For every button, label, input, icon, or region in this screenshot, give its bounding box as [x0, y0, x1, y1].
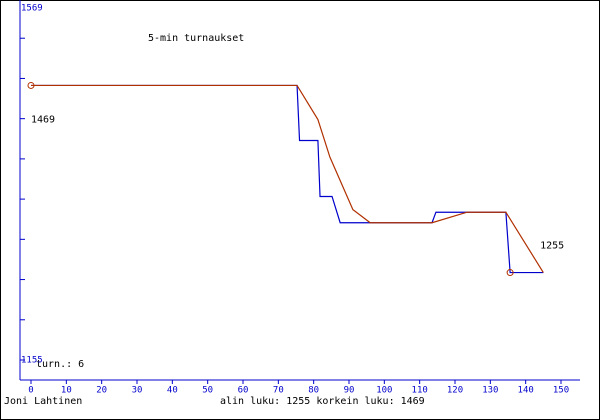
- series-line: [31, 84, 544, 273]
- point-marker: [27, 81, 35, 89]
- x-tick-label: 10: [61, 386, 72, 396]
- x-tick-label: 140: [518, 386, 534, 396]
- x-tick-label: 40: [167, 386, 178, 396]
- series-line: [31, 84, 544, 274]
- x-tick-label: 20: [96, 386, 107, 396]
- x-tick-label: 110: [412, 386, 428, 396]
- x-tick-label: 90: [344, 386, 355, 396]
- x-tick-label: 100: [376, 386, 392, 396]
- x-tick-label: 130: [482, 386, 498, 396]
- x-tick-label: 0: [28, 386, 33, 396]
- y-tick-label: 1155: [21, 356, 43, 366]
- author: Joni Lahtinen: [4, 396, 82, 407]
- x-tick-label: 150: [553, 386, 569, 396]
- y-tick-label: 1569: [21, 4, 43, 14]
- x-tick-label: 30: [132, 386, 143, 396]
- footer: alin luku: 1255 korkein luku: 1469: [220, 396, 425, 407]
- x-tick-label: 70: [273, 386, 284, 396]
- point-label: 1255: [540, 241, 564, 252]
- chart-title: 5-min turnaukset: [148, 33, 244, 44]
- x-tick-label: 60: [238, 386, 249, 396]
- point-marker: [506, 269, 514, 277]
- point-label: 1469: [31, 114, 55, 125]
- games-label: turn.: 6: [36, 359, 84, 370]
- x-tick-label: 120: [447, 386, 463, 396]
- x-tick-label: 50: [202, 386, 213, 396]
- x-tick-label: 80: [308, 386, 319, 396]
